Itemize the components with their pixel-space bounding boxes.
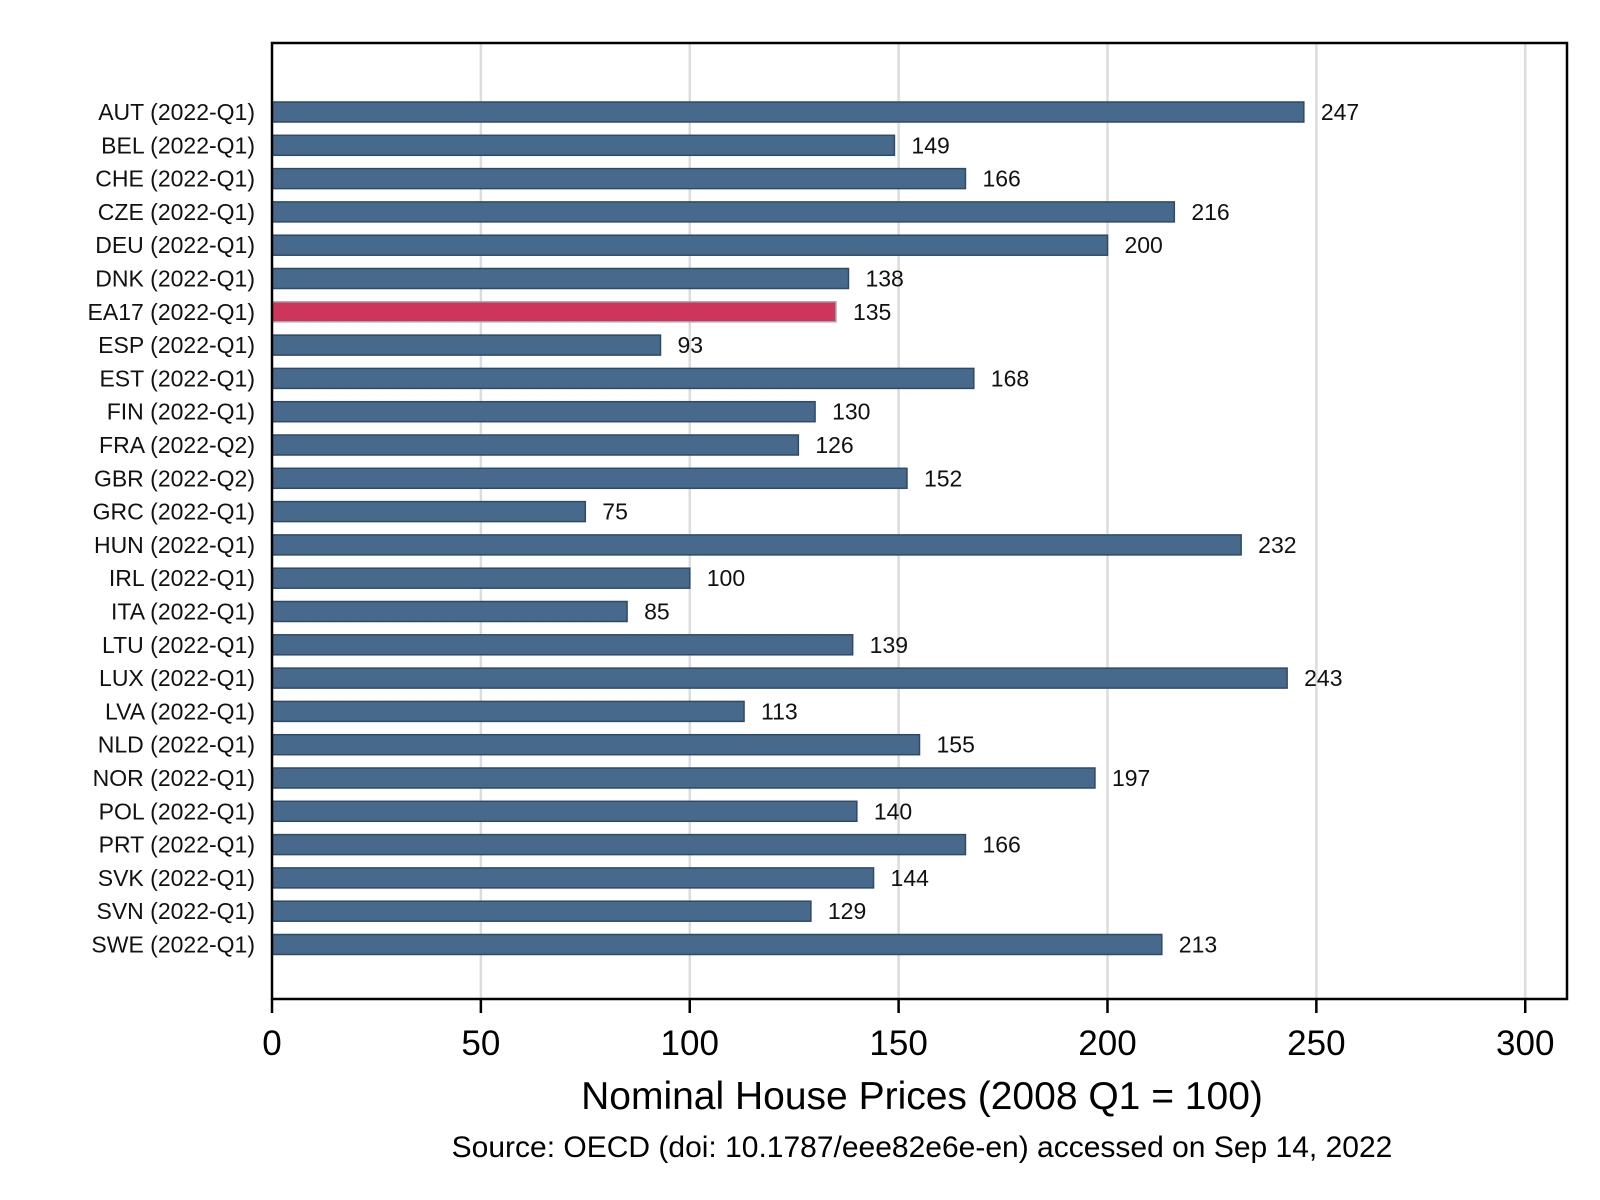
bar-gbr (271, 467, 908, 490)
bar-hun (271, 534, 1242, 556)
category-label: SWE (2022-Q1) (91, 932, 255, 958)
category-label: NLD (2022-Q1) (98, 732, 255, 758)
x-tick-label: 150 (869, 1024, 927, 1063)
bar-pol (271, 800, 858, 823)
value-label: 155 (937, 732, 975, 758)
value-label: 152 (924, 465, 962, 491)
value-label: 75 (602, 499, 628, 525)
category-label: ESP (2022-Q1) (98, 332, 255, 358)
category-label: DEU (2022-Q1) (95, 232, 255, 258)
category-label: SVK (2022-Q1) (98, 865, 255, 891)
category-label: NOR (2022-Q1) (93, 765, 255, 791)
bar-nld (271, 733, 921, 756)
bar-ea17 (271, 301, 837, 323)
category-label: BEL (2022-Q1) (101, 132, 255, 158)
value-label: 200 (1124, 232, 1162, 258)
bar-fin (271, 400, 816, 423)
value-labels: 247 149 166 216 200 138 135 93 168 130 126 152 75 232… (602, 99, 1359, 958)
bar-deu (271, 234, 1109, 256)
category-label: CZE (2022-Q1) (98, 199, 255, 225)
category-label: EA17 (2022-Q1) (88, 299, 255, 325)
bar-swe (271, 933, 1163, 956)
bar-est (271, 367, 975, 390)
bar-bel (271, 134, 896, 157)
bar-ltu (271, 634, 854, 656)
category-label: AUT (2022-Q1) (98, 99, 255, 125)
value-label: 140 (874, 798, 912, 824)
value-label: 113 (761, 698, 798, 724)
bar-cze (271, 201, 1176, 223)
bar-prt (271, 833, 967, 856)
value-label: 93 (678, 332, 704, 358)
bar-grc (271, 500, 587, 523)
value-label: 166 (982, 832, 1020, 858)
category-label: HUN (2022-Q1) (94, 532, 255, 558)
value-label: 168 (991, 365, 1029, 391)
category-label: ITA (2022-Q1) (111, 599, 255, 625)
plot-border (270, 41, 1569, 1001)
bar-lva (271, 700, 745, 723)
category-label: IRL (2022-Q1) (109, 565, 255, 591)
category-label: FIN (2022-Q1) (107, 399, 255, 425)
value-label: 216 (1191, 199, 1229, 225)
bar-dnk (271, 267, 850, 290)
value-label: 126 (815, 432, 853, 458)
value-label: 144 (891, 865, 930, 891)
bar-irl (271, 567, 691, 589)
bars (271, 101, 1305, 956)
value-label: 149 (911, 132, 949, 158)
bar-fra (271, 434, 800, 456)
value-label: 166 (982, 166, 1020, 192)
value-label: 100 (707, 565, 745, 591)
bar-lux (271, 667, 1288, 689)
source-note: Source: OECD (doi: 10.1787/eee82e6e-en) … (452, 1131, 1393, 1164)
x-tick-label: 50 (461, 1024, 500, 1063)
value-label: 130 (832, 399, 870, 425)
category-label: LUX (2022-Q1) (99, 665, 255, 691)
category-label: GRC (2022-Q1) (93, 499, 255, 525)
category-label: EST (2022-Q1) (99, 365, 255, 391)
category-label: PRT (2022-Q1) (99, 832, 255, 858)
category-labels: AUT (2022-Q1) BEL (2022-Q1) CHE (2022-Q1) C… (88, 99, 255, 958)
bar-svk (271, 867, 875, 889)
x-tick-label: 0 (262, 1024, 281, 1063)
x-axis-title: Nominal House Prices (2008 Q1 = 100) (581, 1075, 1263, 1118)
x-axis-ticks: 0 50 100 150 200 250 300 (262, 999, 1554, 1063)
value-label: 139 (870, 632, 908, 658)
category-label: CHE (2022-Q1) (95, 166, 255, 192)
category-label: LTU (2022-Q1) (102, 632, 255, 658)
bar-nor (271, 767, 1096, 789)
value-label: 197 (1112, 765, 1150, 791)
x-tick-label: 200 (1078, 1024, 1136, 1063)
category-label: DNK (2022-Q1) (95, 266, 255, 292)
value-label: 135 (853, 299, 891, 325)
x-tick-label: 100 (661, 1024, 719, 1063)
bar-aut (271, 101, 1305, 123)
category-label: LVA (2022-Q1) (105, 698, 255, 724)
x-tick-label: 300 (1496, 1024, 1554, 1063)
value-label: 232 (1258, 532, 1296, 558)
category-label: FRA (2022-Q2) (99, 432, 255, 458)
bar-che (271, 167, 967, 190)
value-label: 243 (1304, 665, 1342, 691)
category-label: GBR (2022-Q2) (94, 465, 255, 491)
value-label: 247 (1321, 99, 1359, 125)
bar-esp (271, 334, 662, 356)
category-label: SVN (2022-Q1) (96, 898, 255, 924)
category-label: POL (2022-Q1) (99, 798, 255, 824)
plot-frame (270, 41, 1569, 1001)
value-label: 213 (1179, 932, 1217, 958)
bar-svn (271, 900, 812, 922)
x-tick-label: 250 (1287, 1024, 1345, 1063)
value-label: 129 (828, 898, 866, 924)
value-label: 138 (865, 266, 903, 292)
bar-ita (271, 600, 628, 623)
value-label: 85 (644, 599, 670, 625)
